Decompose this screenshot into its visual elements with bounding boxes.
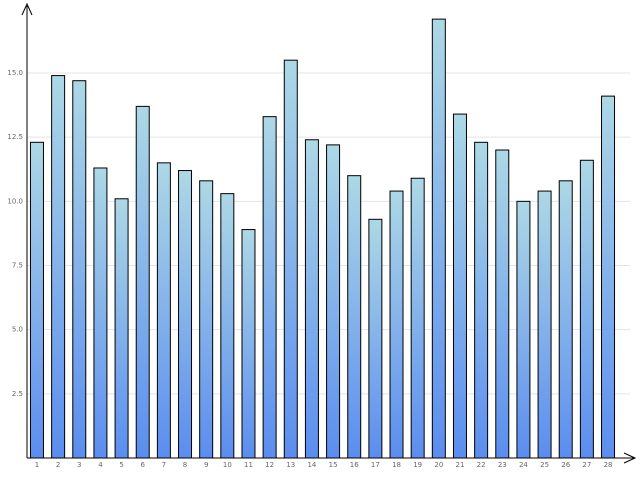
bar <box>326 144 341 459</box>
bar <box>558 180 573 459</box>
x-tick-label: 16 <box>350 461 359 469</box>
bar <box>516 200 531 459</box>
bar <box>368 218 383 459</box>
y-tick-label: 5.0 <box>12 326 23 334</box>
bar <box>347 175 362 459</box>
x-tick-label: 8 <box>183 461 187 469</box>
bar <box>29 141 44 459</box>
y-tick-label: 7.5 <box>12 262 23 270</box>
x-tick-label: 20 <box>434 461 443 469</box>
y-tick-label: 10.0 <box>7 197 23 205</box>
x-tick-label: 12 <box>265 461 274 469</box>
x-tick-label: 21 <box>456 461 465 469</box>
bar <box>601 95 616 459</box>
x-tick-label: 25 <box>540 461 549 469</box>
bar <box>537 190 552 459</box>
bar <box>156 162 171 459</box>
bar <box>283 59 298 459</box>
x-tick-label: 11 <box>244 461 253 469</box>
x-tick-label: 13 <box>286 461 295 469</box>
bar <box>431 18 446 459</box>
y-tick-label: 15.0 <box>7 69 23 77</box>
y-tick-label: 12.5 <box>7 133 23 141</box>
bar <box>241 229 256 459</box>
bar <box>262 116 277 459</box>
bar <box>114 198 129 459</box>
x-tick-label: 6 <box>140 461 145 469</box>
x-tick-label: 2 <box>56 461 60 469</box>
bar <box>135 105 150 459</box>
x-tick-label: 23 <box>498 461 507 469</box>
x-tick-label: 22 <box>477 461 486 469</box>
x-tick-label: 17 <box>371 461 380 469</box>
bar <box>93 167 108 459</box>
bar <box>495 149 510 459</box>
x-tick-label: 7 <box>162 461 166 469</box>
bar <box>220 193 235 459</box>
x-axis-arrow <box>623 452 637 464</box>
x-tick-label: 24 <box>519 461 528 469</box>
axes <box>21 2 637 464</box>
x-tick-label: 26 <box>561 461 570 469</box>
x-tick-label: 27 <box>582 461 591 469</box>
bar <box>389 190 404 459</box>
bar <box>410 177 425 459</box>
bars <box>29 18 616 459</box>
bar <box>199 180 214 459</box>
x-tick-label: 9 <box>204 461 208 469</box>
x-tick-label: 28 <box>604 461 613 469</box>
bar <box>178 170 193 459</box>
y-axis-arrow <box>21 2 33 16</box>
x-tick-label: 3 <box>77 461 81 469</box>
bar <box>474 141 489 459</box>
x-tick-label: 14 <box>307 461 316 469</box>
x-tick-label: 4 <box>98 461 103 469</box>
bar <box>304 139 319 459</box>
x-tick-label: 5 <box>119 461 123 469</box>
bar <box>579 159 594 459</box>
bar <box>452 113 467 459</box>
x-tick-label: 18 <box>392 461 401 469</box>
bar <box>51 75 66 459</box>
y-tick-label: 2.5 <box>12 390 23 398</box>
bar <box>72 80 87 459</box>
x-tick-label: 1 <box>35 461 39 469</box>
x-tick-label: 19 <box>413 461 422 469</box>
x-tick-label: 10 <box>223 461 232 469</box>
x-tick-label: 15 <box>329 461 338 469</box>
